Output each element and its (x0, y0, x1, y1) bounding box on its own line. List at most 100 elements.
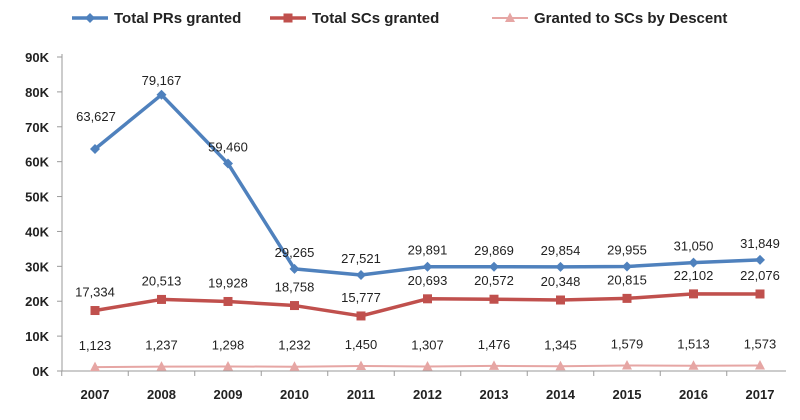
y-tick-label: 90K (25, 50, 49, 65)
data-label: 17,334 (75, 285, 115, 300)
legend-item-3: Granted to SCs by Descent (492, 10, 727, 27)
data-label: 20,815 (607, 272, 647, 287)
data-point (356, 360, 366, 370)
y-tick-label: 10K (25, 329, 49, 344)
data-label: 29,955 (607, 242, 647, 257)
data-point (755, 360, 765, 370)
x-tick-label: 2010 (280, 387, 309, 402)
series-layer (90, 89, 765, 372)
data-label: 20,572 (474, 273, 514, 288)
series-1 (90, 89, 765, 280)
legend-label: Granted to SCs by Descent (534, 10, 727, 27)
data-point (90, 306, 100, 316)
x-tick-label: 2008 (147, 387, 176, 402)
data-label: 15,777 (341, 290, 381, 305)
data-point (755, 289, 765, 299)
y-tick-label: 0K (32, 364, 49, 379)
data-label: 31,050 (674, 239, 714, 254)
legend-label: Total PRs granted (114, 10, 241, 27)
legend-marker (283, 13, 293, 23)
legend-marker (505, 12, 515, 22)
data-point (156, 89, 167, 100)
data-label: 31,849 (740, 236, 780, 251)
legend-marker (85, 13, 95, 23)
data-point (555, 261, 566, 272)
x-tick-label: 2012 (413, 387, 442, 402)
data-point (157, 294, 166, 304)
y-tick-label: 70K (25, 120, 49, 135)
x-tick-label: 2014 (546, 387, 576, 402)
x-tick-label: 2017 (746, 387, 775, 402)
data-label: 29,854 (541, 243, 581, 258)
data-point (489, 294, 499, 304)
data-point (90, 144, 100, 155)
x-tick-label: 2016 (679, 387, 708, 402)
data-point (755, 254, 765, 265)
data-label: 59,460 (208, 140, 248, 155)
x-tick-label: 2013 (480, 387, 509, 402)
data-label: 63,627 (76, 109, 116, 124)
data-point (90, 361, 100, 372)
data-point (688, 257, 699, 268)
data-label: 20,348 (541, 274, 581, 289)
data-point (622, 261, 632, 272)
data-label: 1,345 (544, 337, 577, 352)
series-2 (90, 289, 765, 321)
x-tick-label: 2015 (613, 387, 642, 402)
y-tick-label: 60K (25, 155, 49, 170)
data-point (289, 361, 300, 371)
data-label: 20,693 (408, 273, 448, 288)
data-point (555, 360, 566, 371)
data-label: 1,476 (478, 337, 511, 352)
data-label: 19,928 (208, 275, 248, 290)
data-point (289, 263, 300, 274)
data-point (223, 360, 233, 371)
legend-label: Total SCs granted (312, 10, 439, 27)
data-point (290, 301, 299, 311)
data-point (422, 360, 433, 371)
y-tick-label: 80K (25, 85, 49, 100)
data-point (556, 295, 565, 305)
data-point (489, 360, 499, 370)
data-label: 1,513 (677, 337, 710, 352)
data-label: 29,891 (408, 243, 448, 258)
x-tick-label: 2007 (81, 387, 110, 402)
x-tick-label: 2009 (214, 387, 243, 402)
data-label: 1,237 (145, 338, 178, 353)
data-label: 22,076 (740, 268, 780, 283)
data-label: 1,307 (411, 337, 444, 352)
x-axis: 2007 2008 2009 2010 2011 2012 2013 2014 2015 2016… (61, 370, 786, 402)
data-label: 20,513 (142, 273, 182, 288)
data-point (356, 269, 366, 280)
data-point (156, 361, 167, 371)
x-tick-label: 2011 (347, 387, 375, 402)
chart-legend: Total PRs granted Total SCs granted Grante… (72, 10, 727, 27)
data-label: 22,102 (674, 268, 714, 283)
data-label: 27,521 (341, 251, 381, 266)
y-tick-label: 40K (25, 224, 49, 239)
legend-item-1: Total PRs granted (72, 10, 241, 27)
data-point (689, 289, 698, 299)
data-point (423, 294, 432, 304)
data-label: 1,579 (611, 336, 644, 351)
data-point (688, 360, 699, 370)
legend-item-2: Total SCs granted (270, 10, 439, 27)
data-label: 1,573 (744, 337, 777, 352)
data-point (422, 261, 433, 272)
data-point (622, 359, 632, 370)
y-tick-label: 50K (25, 190, 49, 205)
data-point (356, 311, 366, 321)
y-tick-label: 30K (25, 259, 49, 274)
data-label: 1,232 (278, 338, 311, 353)
data-labels: 63,627 79,167 59,460 29,265 27,521 29,891 29,8… (75, 73, 780, 353)
data-point (223, 158, 233, 169)
data-label: 79,167 (142, 73, 182, 88)
y-axis: 0K 10K 20K 30K 40K 50K 60K 70K 80K 90K (25, 50, 63, 379)
data-label: 29,869 (474, 243, 514, 258)
series-3 (90, 359, 765, 372)
data-label: 29,265 (275, 245, 315, 260)
data-point (223, 296, 233, 306)
data-label: 1,450 (345, 337, 378, 352)
y-tick-label: 20K (25, 294, 49, 309)
